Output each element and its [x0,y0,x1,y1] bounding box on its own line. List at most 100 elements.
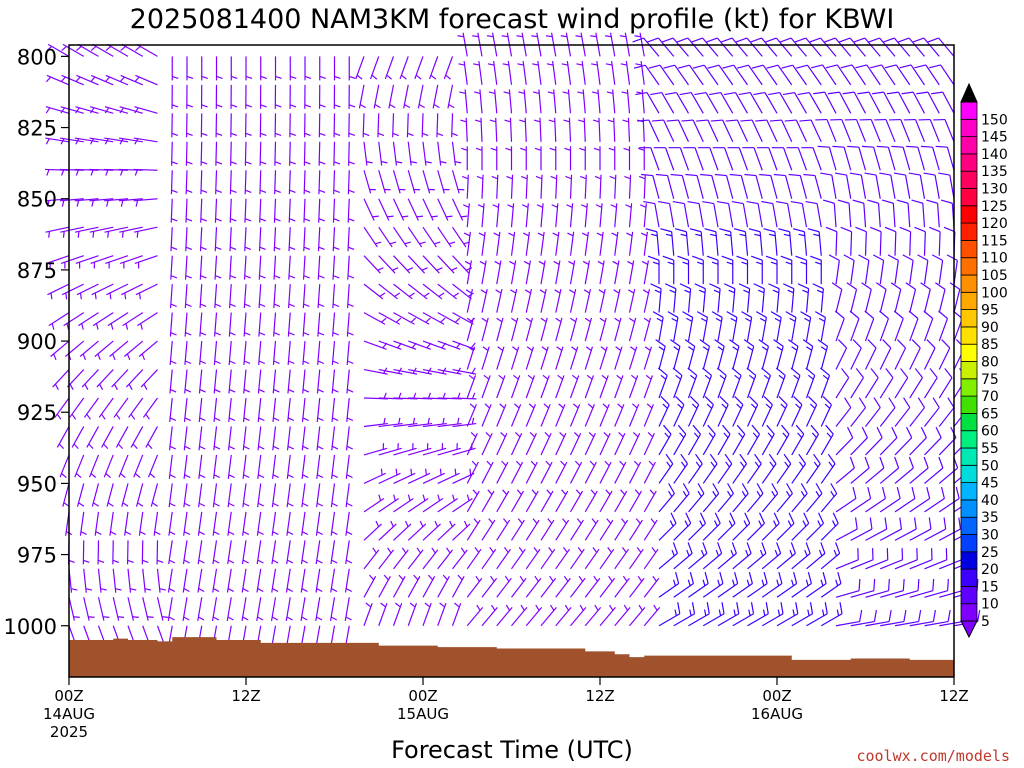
wind-barb [330,454,339,479]
y-tick-label: 925 [17,401,57,425]
wind-barb [889,118,911,143]
wind-barb [702,602,725,627]
wind-barb [852,199,867,228]
wind-barb [68,597,80,621]
colorbar-swatch [960,568,978,587]
wind-barb [540,546,556,570]
wind-barb [378,443,402,456]
wind-barb [318,84,326,109]
wind-barb [316,369,324,394]
wind-barb [171,56,179,81]
wind-barb [582,260,591,285]
wind-barb [555,403,566,427]
wind-barb [859,118,881,143]
wind-barb [678,64,704,86]
wind-barb [331,369,339,394]
wind-barb [655,339,666,370]
wind-barb [451,170,465,194]
wind-barb [168,540,176,565]
wind-barb [229,198,237,223]
wind-barb [346,397,354,422]
wind-barb [490,146,498,171]
wind-barb [330,483,338,508]
wind-barb [422,574,436,598]
wind-barb [508,231,516,256]
wind-barb [717,453,733,484]
wind-barb [76,43,99,57]
wind-barb [698,147,719,171]
wind-barb [478,231,486,256]
wind-barb [835,368,850,399]
wind-barb [422,602,432,626]
wind-barb [736,255,749,285]
wind-barb [466,317,475,342]
wind-barb [452,226,470,248]
wind-barb [744,173,763,199]
wind-barb [300,568,308,593]
wind-barb [791,483,808,513]
wind-barb [134,255,158,269]
wind-barb [597,260,605,285]
colorbar-label: 50 [981,458,999,474]
wind-barb [54,397,70,420]
wind-barb [104,137,129,145]
wind-barb [198,454,206,479]
wind-barb [318,198,325,223]
wind-barb [746,367,757,399]
wind-barb [378,141,388,166]
wind-barb [650,283,662,313]
wind-barb [929,64,955,86]
wind-barb [850,456,870,484]
wind-barb [487,60,498,85]
wind-barb [820,483,838,513]
wind-barb [525,460,538,484]
wind-barb [688,602,710,627]
wind-barb [909,368,923,399]
wind-barb [834,310,845,342]
wind-barb [628,460,642,484]
wind-barb [182,540,190,565]
wind-barb [392,113,399,138]
wind-barb [624,174,632,199]
wind-barb [791,396,803,427]
wind-barb [820,172,837,199]
y-tick-label: 825 [17,117,57,141]
wind-barb [285,597,293,622]
wind-barb [894,578,920,598]
wind-barb [781,64,807,86]
wind-barb [496,403,507,427]
wind-barb [540,518,555,541]
wind-barb [535,174,543,199]
colorbar-label: 10 [981,597,999,613]
wind-barb [496,432,508,456]
wind-barb [133,454,144,479]
wind-barb [332,312,339,337]
wind-barb [790,200,808,228]
wind-barb [111,369,129,391]
wind-barb [523,260,532,285]
wind-barb [330,511,338,536]
colorbar-swatch [960,343,978,362]
colorbar-swatch [960,136,978,155]
wind-barb [894,426,913,456]
wind-barb [755,119,778,143]
wind-barb [540,374,550,399]
wind-barb [106,283,129,300]
wind-barb [920,145,940,171]
wind-barb [422,312,446,325]
wind-barb [127,597,139,621]
wind-barb [569,374,580,399]
wind-barb [564,146,572,171]
wind-barb [68,568,78,593]
wind-barb [60,106,84,114]
wind-barb [302,341,310,366]
wind-barb [466,432,478,456]
wind-barb [318,170,326,195]
terrain-surface [69,637,954,677]
wind-barb [896,199,911,228]
wind-barb [106,483,114,507]
wind-barb [213,426,221,451]
wind-barb [212,483,220,508]
wind-barb [532,60,542,85]
wind-barb [569,460,583,484]
